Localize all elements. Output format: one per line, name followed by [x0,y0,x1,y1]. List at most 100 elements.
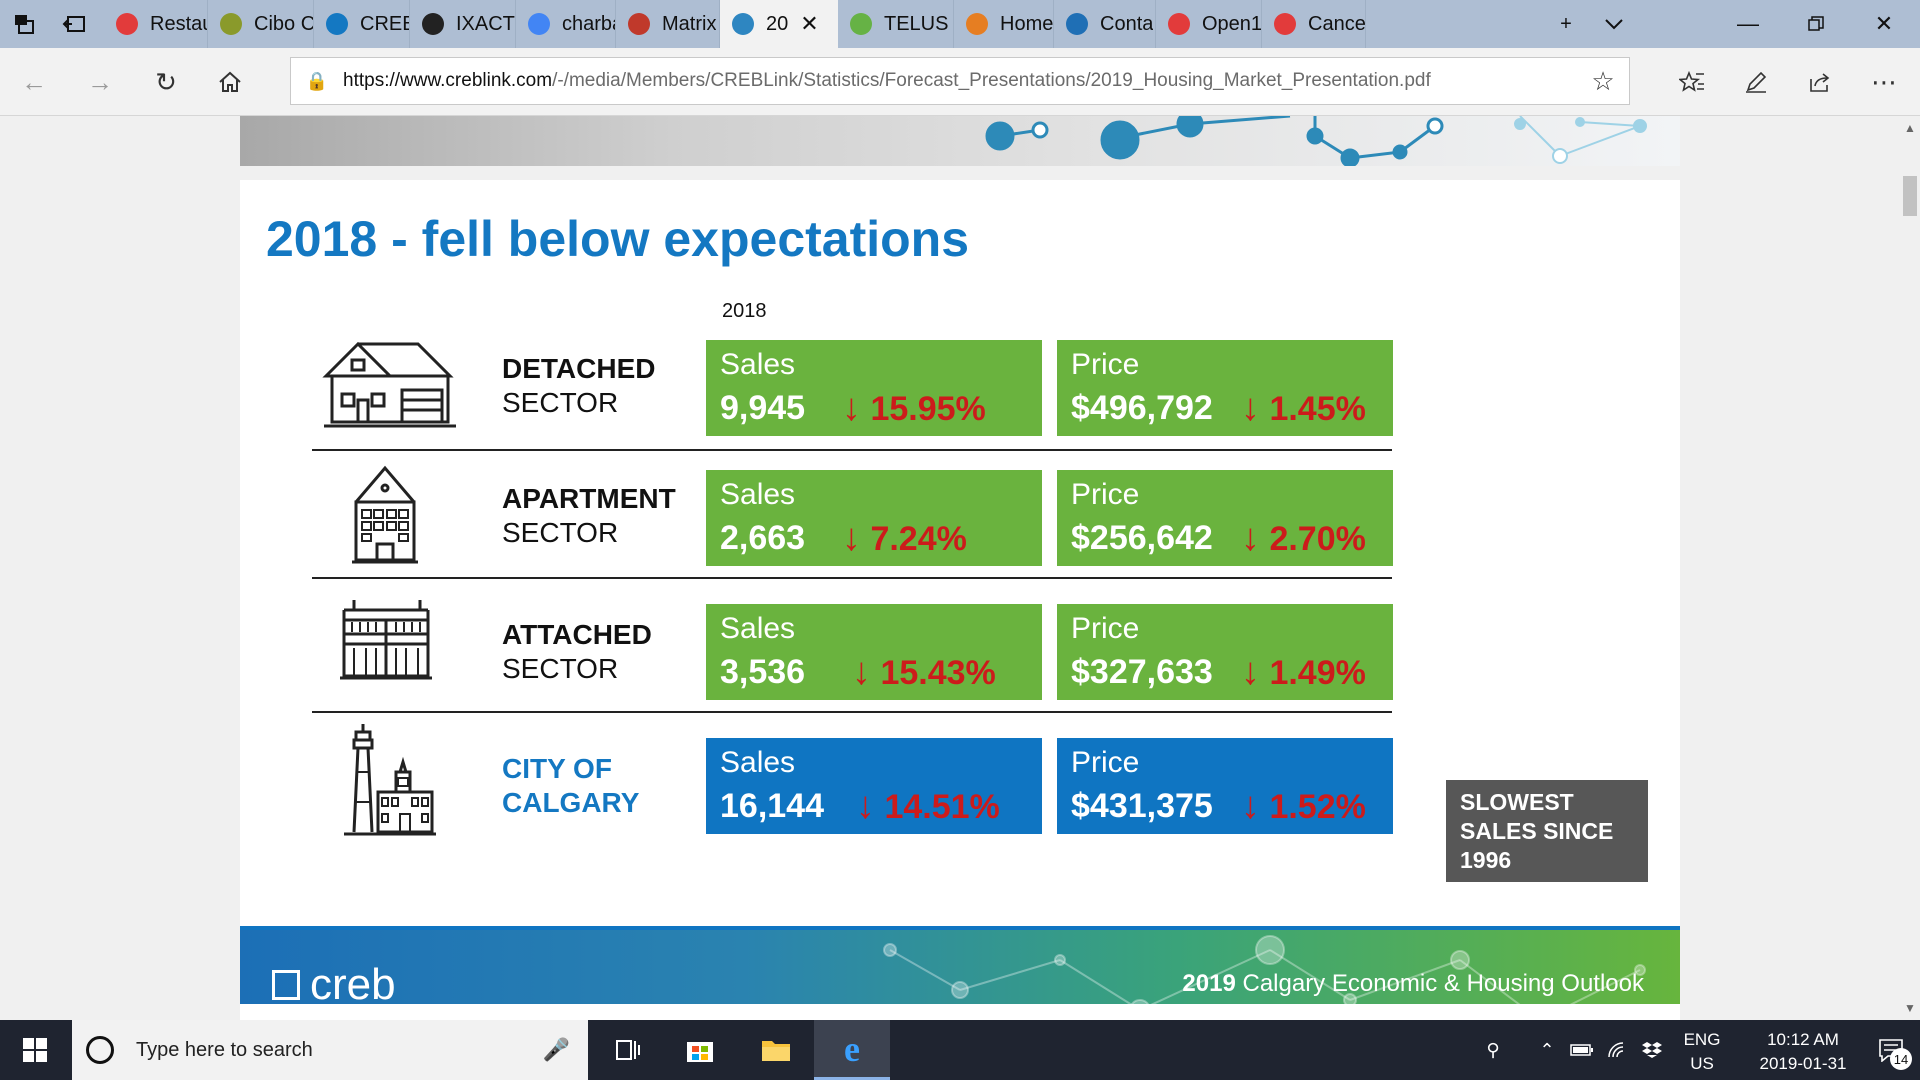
city-sales-box: Sales 16,144 ↓ 14.51% [706,738,1042,834]
tab-actions-icon[interactable] [0,0,48,48]
tab-0[interactable]: Restau [104,0,208,48]
tab-9[interactable]: Conta [1054,0,1156,48]
footer-caption: 2019 Calgary Economic & Housing Outlook [1182,970,1644,997]
scroll-up-icon[interactable]: ▲ [1904,121,1916,135]
lock-icon: 🔒 [305,70,329,91]
row-divider [312,577,1392,579]
tab-favicon-icon [116,13,138,35]
new-tab-button[interactable]: + [1560,12,1572,35]
tab-favicon-icon [528,13,550,35]
action-center-icon[interactable]: 14 [1862,1020,1920,1080]
windows-logo-icon [23,1038,47,1062]
store-app-icon[interactable] [662,1020,738,1080]
tab-title: Conta [1100,12,1154,35]
creb-logo-icon [272,970,300,1000]
tab-5[interactable]: Matrix [616,0,720,48]
attached-price-box: Price $327,633 ↓ 1.49% [1057,604,1393,700]
close-tab-icon[interactable]: ✕ [800,11,819,36]
favorites-hub-icon[interactable] [1670,60,1714,104]
tab-favicon-icon [326,13,348,35]
tab-title: Matrix [662,12,717,35]
calgary-skyline-icon [342,722,438,843]
restore-button[interactable] [1782,0,1850,48]
edge-browser-icon[interactable]: e [814,1020,890,1080]
tab-favicon-icon [1168,13,1190,35]
task-view-icon[interactable] [590,1020,666,1080]
sector-name-detached: DETACHED SECTOR [502,353,656,418]
favorite-star-icon[interactable]: ☆ [1591,65,1615,96]
down-arrow-icon: ↓ [842,387,861,429]
forward-arrow-icon[interactable]: → [87,66,113,97]
tab-title: CREB® [360,12,409,35]
down-arrow-icon: ↓ [852,651,871,693]
tab-3[interactable]: IXACT [410,0,516,48]
url-field[interactable]: 🔒 https://www.creblink.com/-/media/Membe… [290,57,1630,105]
slide-title: 2018 - fell below expectations [266,211,970,267]
wifi-icon[interactable] [1602,1020,1634,1080]
notification-count-badge: 14 [1890,1048,1912,1070]
windows-start-button[interactable] [0,1020,70,1080]
tab-preview-chevron-icon[interactable] [1590,0,1638,48]
taskbar-search-input[interactable]: Type here to search 🎤 [72,1020,588,1080]
row-divider [312,711,1392,713]
tab-favicon-icon [422,13,444,35]
close-window-button[interactable]: ✕ [1874,11,1894,36]
down-arrow-icon: ↓ [1241,517,1260,559]
down-arrow-icon: ↓ [842,517,861,559]
more-options-icon[interactable]: ⋯ [1871,66,1897,97]
pdf-viewer[interactable]: 2018 - fell below expectations 2018 DETA… [0,116,1900,1020]
year-column-label: 2018 [722,300,767,322]
tab-favicon-icon [628,13,650,35]
slide-page: 2018 - fell below expectations 2018 DETA… [240,180,1680,1020]
system-clock[interactable]: 10:12 AM 2019-01-31 [1759,1030,1847,1073]
microphone-icon[interactable]: 🎤 [542,1037,570,1062]
dropbox-icon[interactable] [1636,1020,1668,1080]
show-hidden-icons-chevron[interactable]: ⌃ [1539,1039,1555,1060]
city-price-box: Price $431,375 ↓ 1.52% [1057,738,1393,834]
detached-house-icon [322,340,458,435]
tab-title: Cibo C [254,12,313,35]
scroll-thumb[interactable] [1903,176,1917,216]
cortana-circle-icon [86,1036,114,1064]
back-arrow-icon[interactable]: ← [21,66,47,97]
tab-4[interactable]: charba [516,0,616,48]
previous-page-banner [240,116,1680,166]
tab-8[interactable]: Home [954,0,1054,48]
url-text[interactable]: https://www.creblink.com/-/media/Members… [343,70,1431,91]
tab-7[interactable]: TELUS [838,0,954,48]
tab-title: 20 [766,12,789,35]
sector-name-city: CITY OF CALGARY [502,753,640,818]
tab-title: Cance [1308,12,1365,35]
creb-logo: creb [272,960,396,1010]
tab-favicon-icon [1274,13,1296,35]
vertical-scrollbar[interactable]: ▲ ▼ [1900,116,1920,1020]
apartment-sales-box: Sales 2,663 ↓ 7.24% [706,470,1042,566]
detached-sales-box: Sales 9,945 ↓ 15.95% [706,340,1042,436]
scroll-down-icon[interactable]: ▼ [1904,1001,1916,1015]
refresh-icon[interactable]: ↻ [155,66,177,97]
share-icon[interactable] [1798,60,1842,104]
tab-6[interactable]: 20 ✕ [720,0,838,48]
apartment-building-icon [350,464,420,571]
input-language-indicator[interactable]: ENG US [1683,1030,1721,1073]
tab-favicon-icon [966,13,988,35]
tab-1[interactable]: Cibo C [208,0,314,48]
battery-icon[interactable] [1566,1020,1598,1080]
file-explorer-icon[interactable] [738,1020,814,1080]
tab-10[interactable]: Open1 [1156,0,1262,48]
minimize-button[interactable]: — [1737,11,1759,36]
tab-title: IXACT [456,12,515,35]
row-divider [312,449,1392,451]
tab-11[interactable]: Cance [1262,0,1366,48]
home-icon[interactable] [208,60,252,104]
pen-annotate-icon[interactable] [1734,60,1778,104]
windows-taskbar: Type here to search 🎤 e ⚲ ⌃ ENG US 10:12… [0,1020,1920,1080]
sector-name-apartment: APARTMENT SECTOR [502,483,676,548]
down-arrow-icon: ↓ [856,785,875,827]
tab-2[interactable]: CREB® [314,0,410,48]
tab-favicon-icon [850,13,872,35]
set-tabs-aside-icon[interactable] [50,0,98,48]
tab-title: charba [562,12,615,35]
down-arrow-icon: ↓ [1241,785,1260,827]
people-icon[interactable]: ⚲ [1486,1039,1500,1060]
